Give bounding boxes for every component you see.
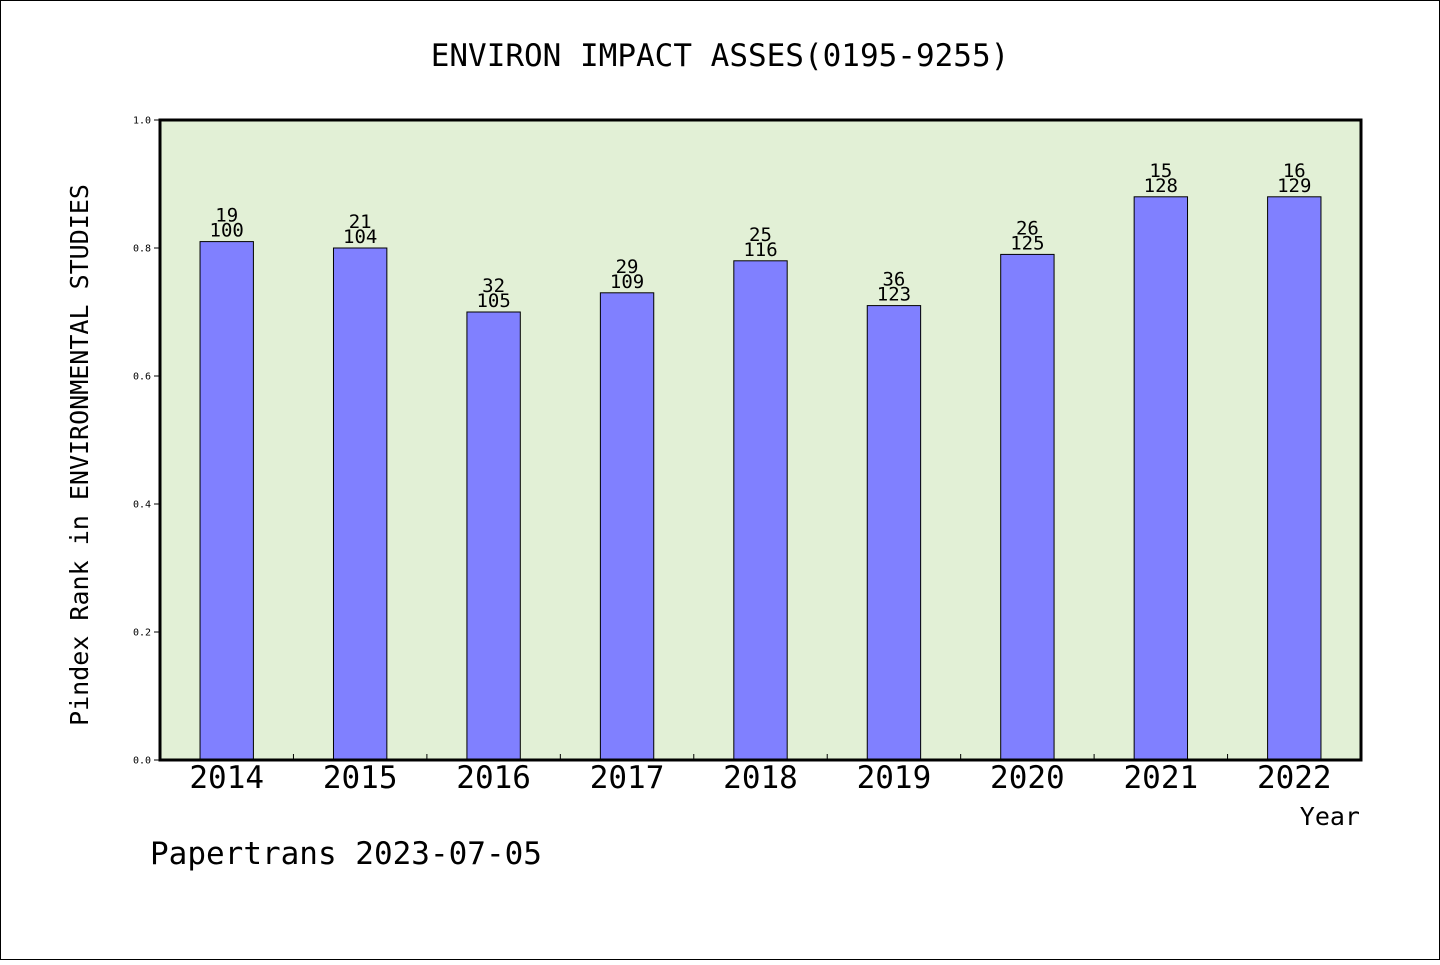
bar-2017 xyxy=(599,292,655,761)
bar-2016 xyxy=(466,311,521,761)
bar-2020 xyxy=(1000,253,1055,761)
bar-total-label-2015: 104 xyxy=(343,226,377,248)
x-tick-label-2019: 2019 xyxy=(857,760,932,796)
x-tick-label-2014: 2014 xyxy=(189,760,264,796)
x-tick-label-2022: 2022 xyxy=(1257,760,1332,796)
y-tick-label-0: 0.0 xyxy=(133,756,151,767)
bar-rank-label-2022: 16 xyxy=(1283,160,1306,182)
bar-rank-label-2015: 21 xyxy=(349,211,372,233)
x-tick-label-2016: 2016 xyxy=(456,760,531,796)
y-axis: 0.0 0.2 0.4 0.6 0.8 1.0 xyxy=(133,116,160,767)
bar-rank-label-2014: 19 xyxy=(215,205,238,227)
y-tick-label-2: 0.4 xyxy=(133,500,151,511)
bar-total-label-2020: 125 xyxy=(1010,232,1044,254)
bar-total-label-2014: 100 xyxy=(210,220,244,242)
x-tick-label-2017: 2017 xyxy=(590,760,665,796)
bar-total-label-2018: 116 xyxy=(743,239,777,261)
bar-total-label-2016: 105 xyxy=(476,290,510,312)
plot-frame xyxy=(158,118,1363,762)
x-axis: 2014 2015 2016 2017 2018 2019 2020 2021 2022 xyxy=(189,754,1332,796)
bar-total-label-2017: 109 xyxy=(610,271,644,293)
bar-rank-label-2018: 25 xyxy=(749,224,772,246)
bars-group xyxy=(199,196,1322,761)
y-tick-label-1: 0.2 xyxy=(133,628,151,639)
x-tick-label-2021: 2021 xyxy=(1124,760,1199,796)
x-tick-label-2015: 2015 xyxy=(323,760,398,796)
bar-2015 xyxy=(332,247,388,761)
x-axis-label: Year xyxy=(1300,802,1360,831)
bar-rank-label-2021: 15 xyxy=(1149,160,1172,182)
bar-rank-label-2017: 29 xyxy=(616,256,639,278)
bar-2019 xyxy=(866,305,922,761)
bar-2018 xyxy=(733,260,788,761)
y-tick-label-4: 0.8 xyxy=(133,244,151,255)
chart-title: ENVIRON IMPACT ASSES(0195-9255) xyxy=(431,38,1010,74)
bar-2014 xyxy=(199,241,254,761)
footer-credit: Papertrans 2023-07-05 xyxy=(150,836,542,872)
y-axis-label: Pindex Rank in ENVIRONMENTAL STUDIES xyxy=(65,184,94,726)
bar-rank-label-2020: 26 xyxy=(1016,217,1039,239)
x-tick-label-2020: 2020 xyxy=(990,760,1065,796)
bar-rank-label-2016: 32 xyxy=(482,275,505,297)
bar-2022 xyxy=(1267,196,1322,761)
y-tick-label-3: 0.6 xyxy=(133,372,151,383)
bar-rank-label-2019: 36 xyxy=(882,269,905,291)
y-tick-label-5: 1.0 xyxy=(133,116,151,127)
bar-total-label-2022: 129 xyxy=(1277,175,1311,197)
bar-2021 xyxy=(1133,196,1189,761)
bar-total-label-2019: 123 xyxy=(877,284,911,306)
x-tick-label-2018: 2018 xyxy=(723,760,798,796)
bar-total-label-2021: 128 xyxy=(1144,175,1178,197)
